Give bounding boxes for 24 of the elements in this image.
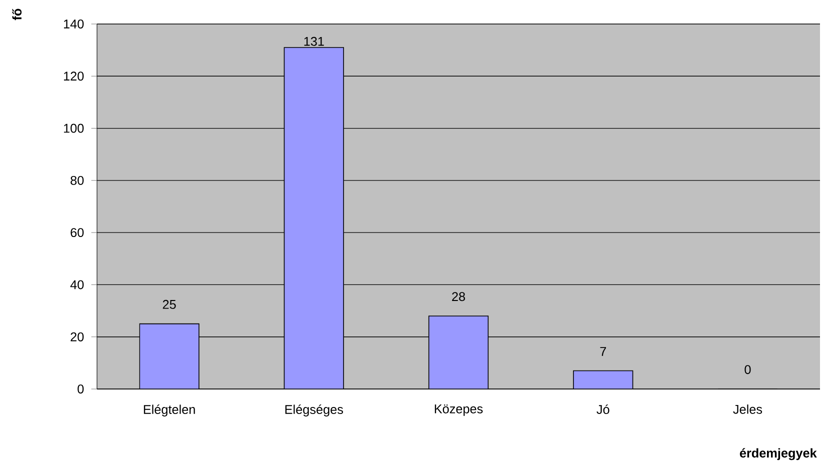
y-tick-label: 20 (70, 332, 84, 342)
bar (428, 316, 489, 389)
data-label: 131 (304, 36, 324, 46)
y-tick-label: 40 (70, 280, 84, 290)
x-axis-title: érdemjegyek (740, 448, 817, 460)
y-axis-title: fő (12, 8, 22, 20)
x-tick-label: Elégséges (285, 404, 344, 416)
data-label: 25 (162, 300, 176, 309)
x-tick-label: Közepes (434, 404, 483, 416)
y-tick-label: 60 (70, 228, 84, 238)
data-label: 7 (600, 347, 606, 356)
x-tick-label: Elégtelen (144, 404, 195, 416)
y-tick-label: 140 (64, 20, 84, 28)
bar (573, 370, 634, 389)
y-tick-label: 120 (64, 72, 84, 81)
y-tick-label: 0 (78, 384, 84, 394)
y-tick-label: 80 (70, 176, 84, 185)
bar (139, 323, 200, 389)
x-tick-label: Jó (596, 404, 610, 414)
bar (284, 47, 344, 389)
data-label: 28 (452, 292, 466, 302)
x-tick-label: Jeles (733, 404, 762, 414)
data-label: 0 (744, 365, 751, 374)
y-tick-label: 100 (64, 124, 84, 133)
